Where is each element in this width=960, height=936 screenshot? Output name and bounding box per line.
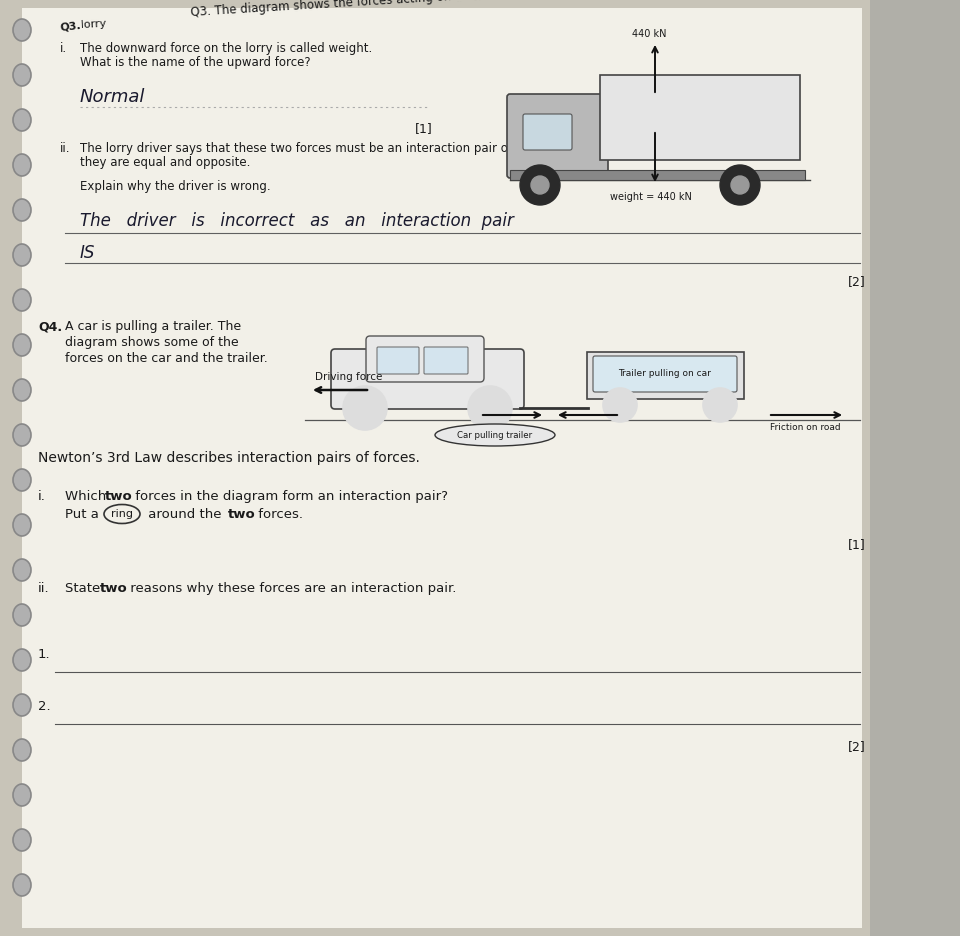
Text: ring: ring [111,509,133,519]
Ellipse shape [13,199,31,221]
FancyBboxPatch shape [870,0,960,936]
Circle shape [603,388,637,422]
Text: Q3. The diagram shows the forces acting on a stationary: Q3. The diagram shows the forces acting … [190,0,526,19]
Ellipse shape [13,469,31,491]
Circle shape [731,176,749,194]
Text: two: two [105,490,132,503]
FancyBboxPatch shape [523,114,572,150]
Text: two: two [100,582,128,595]
Text: they are equal and opposite.: they are equal and opposite. [80,156,251,169]
FancyBboxPatch shape [587,352,744,399]
Text: The downward force on the lorry is called weight.: The downward force on the lorry is calle… [80,42,372,55]
Circle shape [343,386,387,430]
Text: 2.: 2. [38,700,51,713]
Text: reasons why these forces are an interaction pair.: reasons why these forces are an interact… [126,582,456,595]
FancyBboxPatch shape [331,349,524,409]
Text: Normal: Normal [80,88,145,106]
Ellipse shape [435,424,555,446]
FancyBboxPatch shape [507,94,608,178]
Text: A car is pulling a trailer. The: A car is pulling a trailer. The [65,320,241,333]
Text: IS: IS [80,244,95,262]
Text: Explain why the driver is wrong.: Explain why the driver is wrong. [80,180,271,193]
Ellipse shape [13,379,31,401]
Text: forces in the diagram form an interaction pair?: forces in the diagram form an interactio… [131,490,448,503]
Text: Trailer pulling on car: Trailer pulling on car [618,370,711,378]
Text: [1]: [1] [415,122,433,135]
Circle shape [520,165,560,205]
Text: two: two [228,508,255,521]
Ellipse shape [13,829,31,851]
Ellipse shape [13,424,31,446]
Circle shape [468,386,512,430]
Ellipse shape [13,154,31,176]
Text: 440 kN: 440 kN [632,29,666,39]
Text: [2]: [2] [848,275,866,288]
Text: Car pulling trailer: Car pulling trailer [457,431,533,440]
Ellipse shape [13,739,31,761]
Ellipse shape [13,289,31,311]
Text: Q3.: Q3. [60,20,83,32]
Ellipse shape [13,604,31,626]
FancyBboxPatch shape [424,347,468,374]
FancyBboxPatch shape [366,336,484,382]
Text: [2]: [2] [848,740,866,753]
Text: lorry: lorry [80,19,106,30]
FancyBboxPatch shape [510,170,805,180]
Ellipse shape [13,784,31,806]
Ellipse shape [13,19,31,41]
Text: Newton’s 3rd Law describes interaction pairs of forces.: Newton’s 3rd Law describes interaction p… [38,451,420,465]
Text: Which: Which [65,490,110,503]
Text: Put a: Put a [65,508,103,521]
Ellipse shape [13,874,31,896]
Ellipse shape [13,334,31,356]
Ellipse shape [13,244,31,266]
Circle shape [703,388,737,422]
Circle shape [531,176,549,194]
FancyBboxPatch shape [377,347,419,374]
Text: 1.: 1. [38,648,51,661]
FancyBboxPatch shape [22,8,862,928]
Ellipse shape [13,559,31,581]
Text: What is the name of the upward force?: What is the name of the upward force? [80,56,311,69]
Text: ii.: ii. [38,582,50,595]
Text: Q4.: Q4. [38,320,62,333]
Text: Driving force: Driving force [315,372,382,382]
FancyBboxPatch shape [600,75,800,160]
Text: The lorry driver says that these two forces must be an interaction pair of force: The lorry driver says that these two for… [80,142,568,155]
Text: i.: i. [38,490,46,503]
Text: [1]: [1] [848,538,866,551]
Ellipse shape [13,64,31,86]
Text: The   driver   is   incorrect   as   an   interaction  pair: The driver is incorrect as an interactio… [80,212,514,230]
Circle shape [720,165,760,205]
Text: forces on the car and the trailer.: forces on the car and the trailer. [65,352,268,365]
FancyBboxPatch shape [593,356,737,392]
Text: forces.: forces. [254,508,303,521]
Ellipse shape [13,109,31,131]
Text: Friction on road: Friction on road [770,423,841,432]
Ellipse shape [13,649,31,671]
Ellipse shape [13,694,31,716]
Text: diagram shows some of the: diagram shows some of the [65,336,239,349]
Ellipse shape [13,514,31,536]
Text: State: State [65,582,105,595]
Text: ii.: ii. [60,142,70,155]
Text: i.: i. [60,42,67,55]
Text: around the: around the [144,508,226,521]
Text: weight = 440 kN: weight = 440 kN [610,192,692,202]
